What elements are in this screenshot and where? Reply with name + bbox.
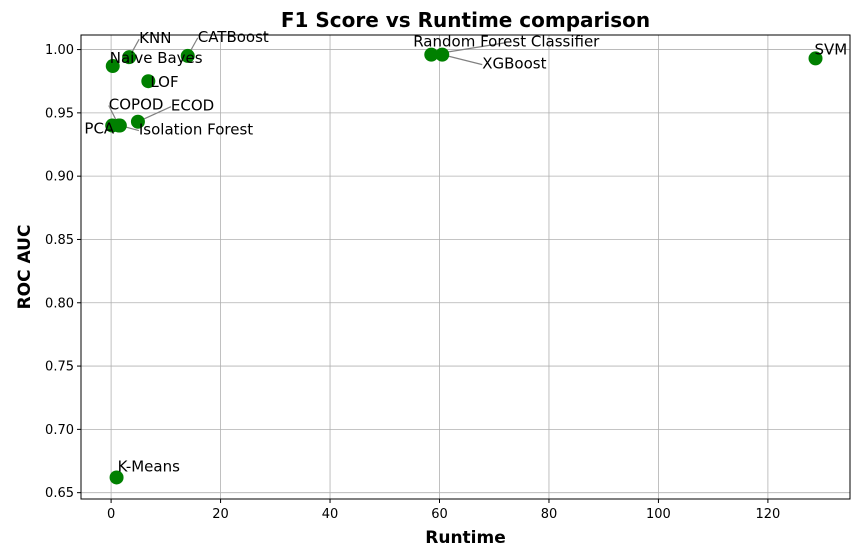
- data-point: [105, 59, 120, 74]
- data-point: [112, 118, 127, 133]
- x-tick-label: 60: [431, 507, 448, 522]
- x-tick-label: 100: [646, 507, 671, 522]
- y-tick-label: 0.95: [45, 106, 74, 121]
- data-point: [435, 47, 450, 62]
- point-label: Random Forest Classifier: [413, 33, 600, 51]
- plot-frame: [80, 34, 851, 500]
- data-point: [141, 74, 156, 89]
- x-tick-label: 120: [755, 507, 780, 522]
- x-tick-label: 20: [212, 507, 229, 522]
- point-label: KNN: [139, 29, 171, 47]
- point-labels: KNN CATBoost Naive Bayes LOF COPOD ECOD PCA Iso…: [84, 28, 847, 476]
- point-label: CATBoost: [198, 28, 269, 46]
- data-point: [180, 48, 195, 63]
- y-tick-label: 0.65: [45, 486, 74, 501]
- data-point: [109, 470, 124, 485]
- x-tick-label: 80: [541, 507, 558, 522]
- point-label: SVM: [815, 40, 848, 58]
- x-axis-label: Runtime: [425, 528, 506, 548]
- point-label: Naive Bayes: [110, 49, 203, 67]
- point-label: ECOD: [171, 97, 214, 115]
- data-point: [130, 114, 145, 129]
- grid-lines: [81, 35, 850, 499]
- y-tick-label: 0.70: [45, 423, 74, 438]
- chart-title: F1 Score vs Runtime comparison: [281, 8, 650, 32]
- data-point: [424, 47, 439, 62]
- data-point: [122, 50, 137, 65]
- x-tick-label: 0: [107, 507, 115, 522]
- y-tick-label: 1.00: [45, 43, 74, 58]
- y-axis-label: ROC AUC: [15, 225, 35, 310]
- point-label: XGBoost: [482, 55, 546, 73]
- y-tick-label: 0.80: [45, 296, 74, 311]
- x-tick-label: 40: [322, 507, 339, 522]
- point-label: PCA: [84, 120, 115, 138]
- y-tick-label: 0.75: [45, 360, 74, 375]
- y-tick-label: 0.90: [45, 170, 74, 185]
- point-label: K-Means: [118, 457, 181, 475]
- point-label: COPOD: [109, 96, 164, 114]
- point-label: LOF: [150, 73, 178, 91]
- data-points: [105, 47, 823, 485]
- axis-ticks: 0 20 40 60 80 100 120 0.65 0.70 0.75 0.80 0.85 0.90 0…: [45, 43, 780, 522]
- point-label: Isolation Forest: [139, 121, 253, 139]
- data-point: [808, 51, 823, 66]
- y-tick-label: 0.85: [45, 233, 74, 248]
